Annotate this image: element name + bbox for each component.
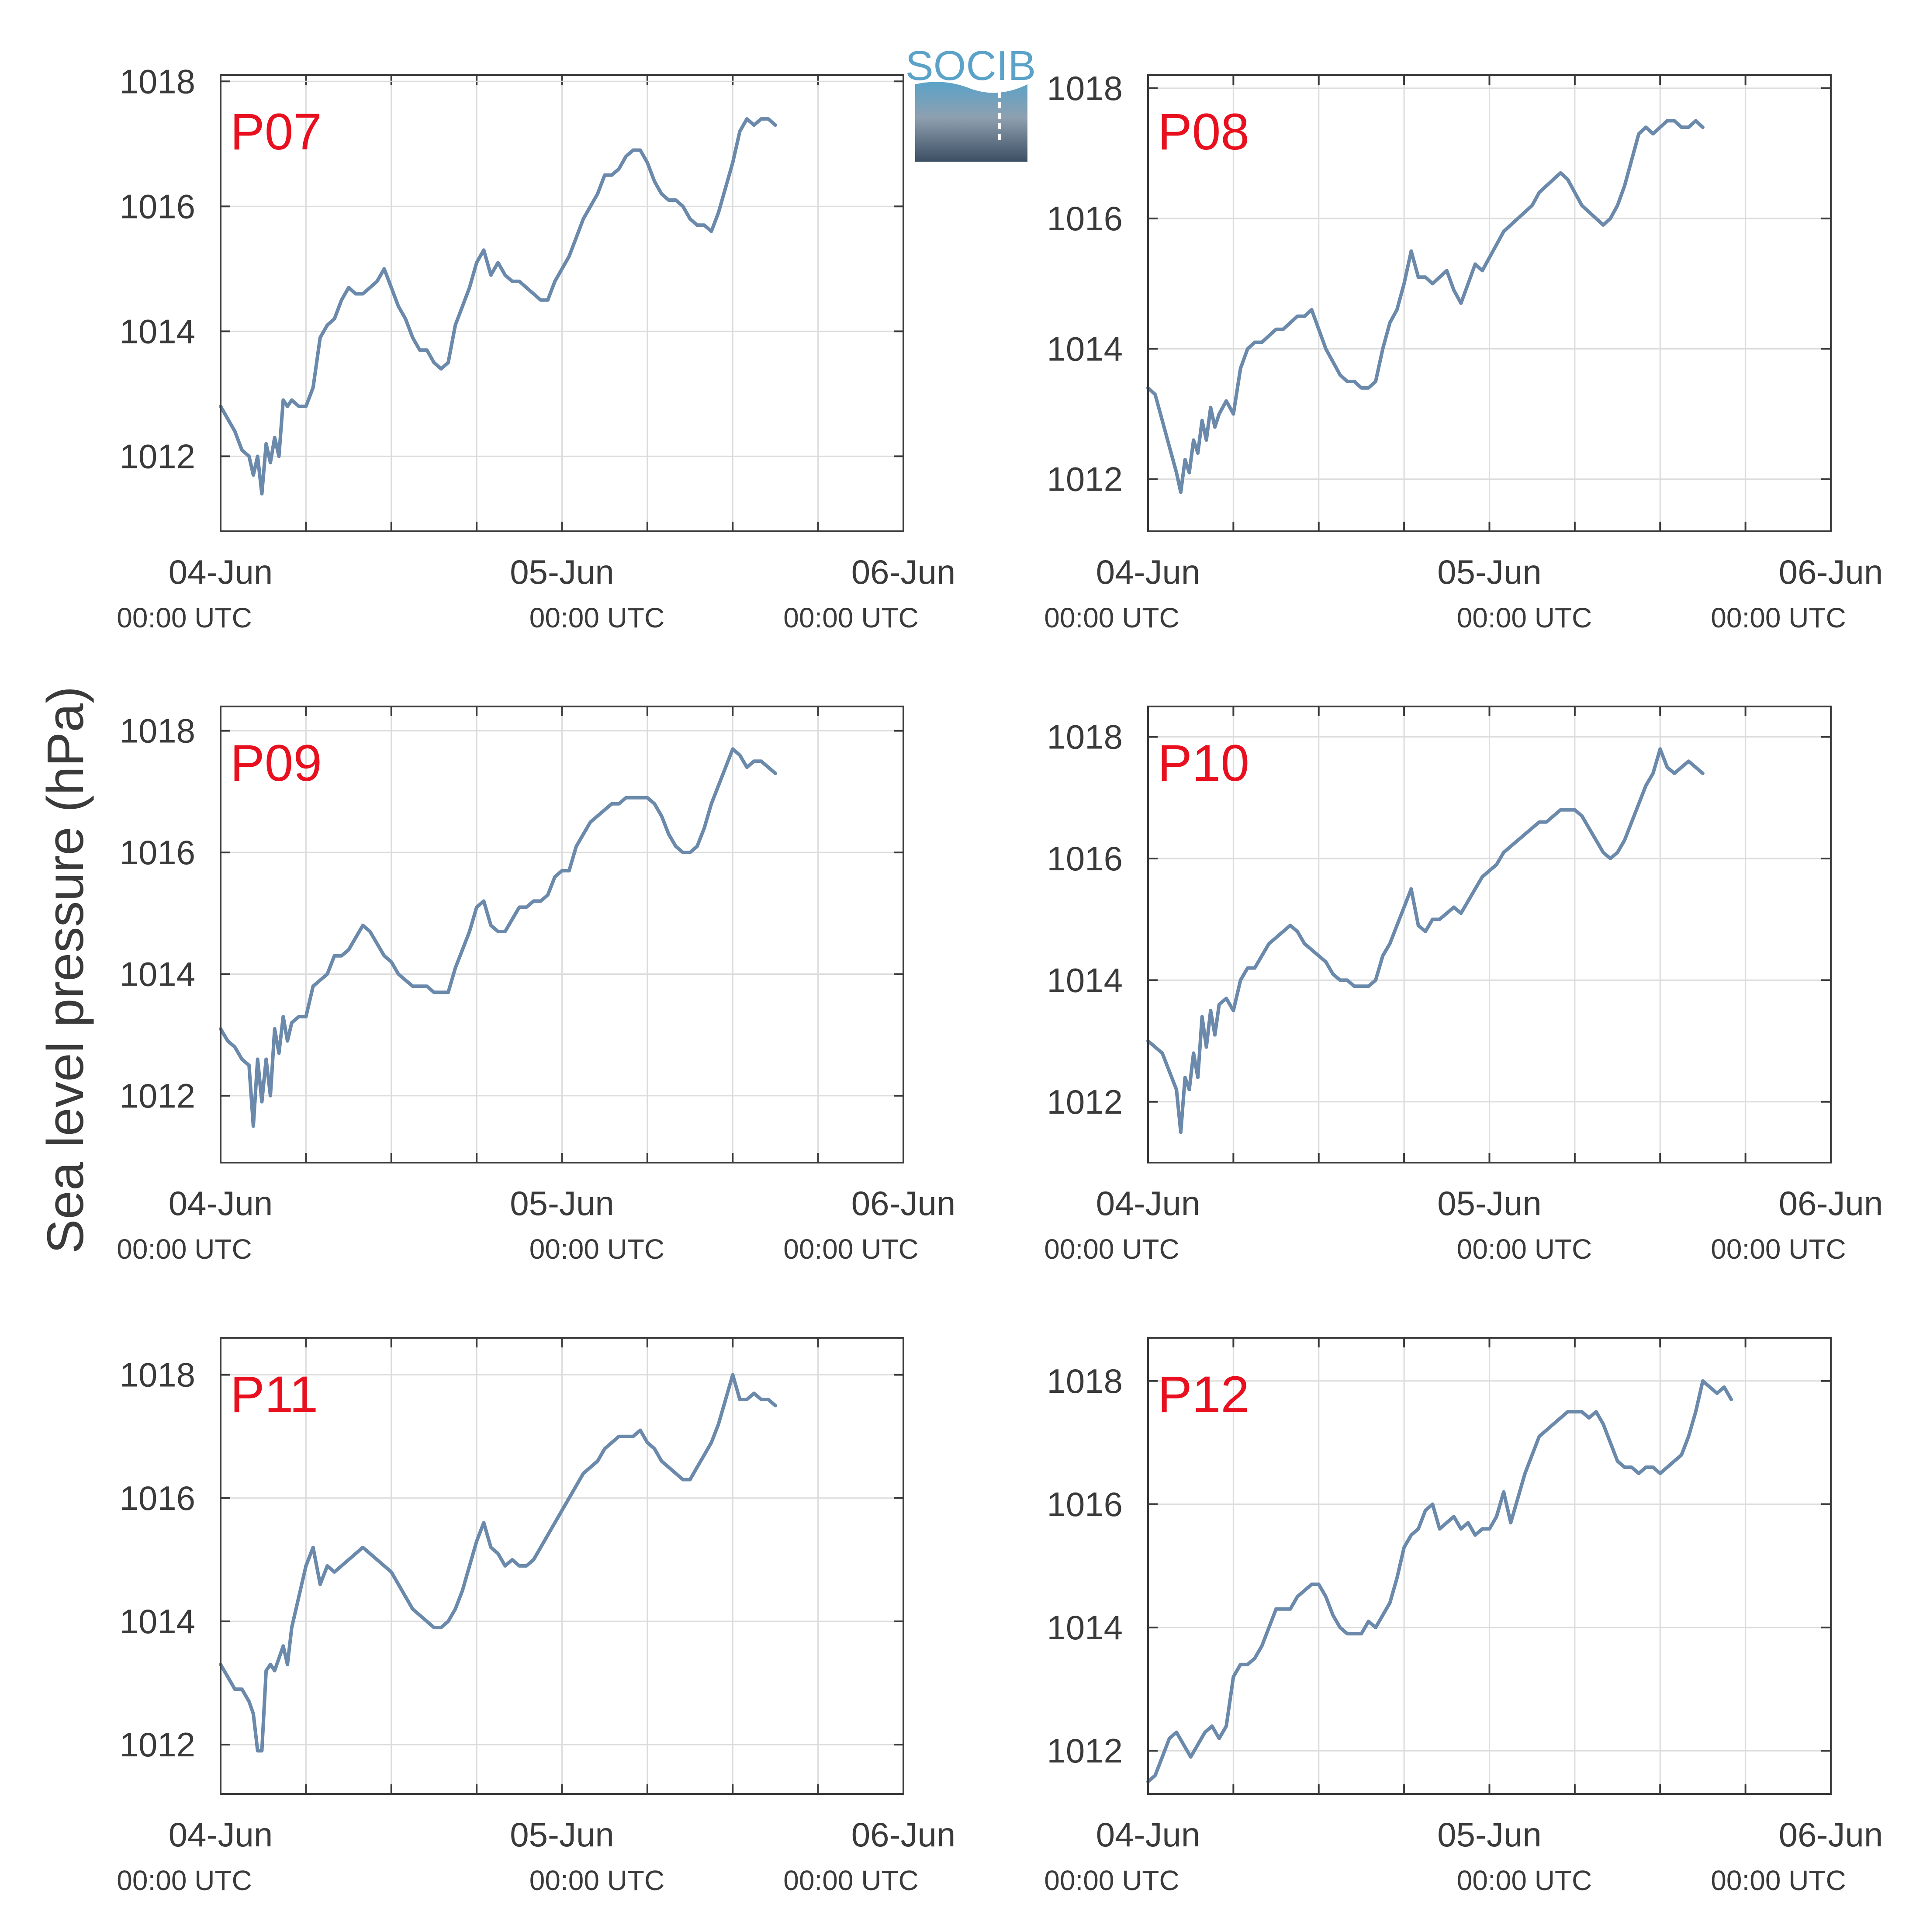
x-tick-label: 04-Jun <box>1096 553 1200 591</box>
pressure-series-line <box>1146 747 1705 1134</box>
x-tick-label: 04-Jun <box>1096 1184 1200 1222</box>
axes-frame <box>220 706 904 1163</box>
pressure-series-line <box>219 1373 777 1753</box>
axes-frame <box>1147 1337 1832 1795</box>
y-tick-label: 1018 <box>119 1356 195 1394</box>
y-tick-label: 1018 <box>119 62 195 100</box>
pressure-series-line <box>1146 1379 1733 1783</box>
y-tick-label: 1018 <box>1047 1362 1123 1400</box>
x-tick-label: 05-Jun <box>1437 1184 1542 1222</box>
x-tick-sublabel: 00:00 UTC <box>529 1865 664 1896</box>
y-tick-label: 1014 <box>1047 1608 1123 1647</box>
axes-frame <box>1147 74 1832 532</box>
x-tick-label: 06-Jun <box>851 1815 956 1854</box>
x-tick-sublabel: 00:00 UTC <box>1457 602 1592 634</box>
x-tick-sublabel: 00:00 UTC <box>783 1233 918 1265</box>
y-tick-label: 1012 <box>119 1725 195 1764</box>
panel-title: P10 <box>1158 734 1249 792</box>
x-tick-label: 05-Jun <box>1437 553 1542 591</box>
x-tick-sublabel: 00:00 UTC <box>1044 602 1179 634</box>
x-tick-sublabel: 00:00 UTC <box>529 1233 664 1265</box>
y-tick-label: 1012 <box>1047 1083 1123 1121</box>
x-tick-sublabel: 00:00 UTC <box>117 1233 252 1265</box>
logo-wave <box>915 82 1027 162</box>
x-tick-sublabel: 00:00 UTC <box>117 602 252 634</box>
x-tick-label: 05-Jun <box>510 1184 614 1222</box>
x-tick-label: 06-Jun <box>1779 553 1883 591</box>
logo-text: SOCIB <box>906 42 1036 89</box>
panel-p08: 1012 1014 1016 1018 04-Jun 00:00 UTC 05-Jun 00:… <box>1044 69 1883 634</box>
y-tick-label: 1012 <box>119 437 195 475</box>
x-tick-sublabel: 00:00 UTC <box>1457 1233 1592 1265</box>
y-tick-label: 1012 <box>1047 1731 1123 1770</box>
y-tick-label: 1014 <box>119 1602 195 1641</box>
x-tick-sublabel: 00:00 UTC <box>1044 1865 1179 1896</box>
panel-title: P07 <box>230 103 322 161</box>
panel-p11: 1012 1014 1016 1018 04-Jun 00:00 UTC 05-Jun 00:… <box>117 1337 956 1896</box>
y-tick-label: 1018 <box>1047 69 1123 107</box>
y-tick-label: 1012 <box>119 1077 195 1115</box>
x-tick-label: 05-Jun <box>1437 1815 1542 1854</box>
x-tick-sublabel: 00:00 UTC <box>1711 1865 1846 1896</box>
axes-frame <box>1147 706 1832 1163</box>
x-tick-sublabel: 00:00 UTC <box>1711 1233 1846 1265</box>
x-tick-label: 04-Jun <box>169 553 273 591</box>
x-tick-label: 05-Jun <box>510 553 614 591</box>
panel-title: P11 <box>230 1366 318 1423</box>
x-tick-label: 06-Jun <box>1779 1815 1883 1854</box>
y-tick-label: 1014 <box>119 312 195 350</box>
panel-title: P09 <box>230 734 322 792</box>
y-axis-label: Sea level pressure (hPa) <box>37 686 94 1254</box>
y-tick-label: 1018 <box>119 712 195 750</box>
y-tick-label: 1016 <box>119 833 195 872</box>
axes-frame <box>220 74 904 532</box>
socib-logo: SOCIB <box>906 42 1036 162</box>
panel-title: P12 <box>1158 1366 1249 1423</box>
x-tick-sublabel: 00:00 UTC <box>783 1865 918 1896</box>
y-tick-label: 1016 <box>1047 839 1123 878</box>
x-tick-label: 04-Jun <box>169 1184 273 1222</box>
pressure-series-line <box>219 117 777 496</box>
panel-p07: 1012 1014 1016 1018 04-Jun 00:00 UTC 05-Jun 00:… <box>117 62 955 634</box>
y-tick-label: 1012 <box>1047 460 1123 499</box>
panel-p10: 1012 1014 1016 1018 04-Jun 00:00 UTC 05-Jun 00:… <box>1044 706 1883 1265</box>
y-tick-label: 1014 <box>119 955 195 993</box>
panel-title: P08 <box>1158 103 1249 161</box>
x-tick-sublabel: 00:00 UTC <box>783 602 918 634</box>
y-tick-label: 1014 <box>1047 961 1123 999</box>
x-tick-label: 05-Jun <box>510 1815 614 1854</box>
panel-p12: 1012 1014 1016 1018 04-Jun 00:00 UTC 05-Jun 00:… <box>1044 1337 1883 1896</box>
x-tick-sublabel: 00:00 UTC <box>117 1865 252 1896</box>
y-tick-label: 1016 <box>1047 1485 1123 1523</box>
y-tick-label: 1014 <box>1047 329 1123 368</box>
pressure-series-line <box>1146 119 1705 494</box>
axes-frame <box>220 1337 904 1795</box>
x-tick-label: 06-Jun <box>851 1184 956 1222</box>
x-tick-label: 06-Jun <box>1779 1184 1883 1222</box>
y-tick-label: 1016 <box>119 1479 195 1517</box>
x-tick-label: 04-Jun <box>169 1815 273 1854</box>
x-tick-label: 06-Jun <box>851 553 956 591</box>
x-tick-sublabel: 00:00 UTC <box>1457 1865 1592 1896</box>
y-tick-label: 1018 <box>1047 718 1123 756</box>
panel-p09: 1012 1014 1016 1018 04-Jun 00:00 UTC 05-Jun 00:… <box>117 706 955 1265</box>
pressure-series-line <box>219 747 777 1128</box>
x-tick-sublabel: 00:00 UTC <box>1711 602 1846 634</box>
y-tick-label: 1016 <box>1047 199 1123 238</box>
x-tick-sublabel: 00:00 UTC <box>529 602 664 634</box>
x-tick-sublabel: 00:00 UTC <box>1044 1233 1179 1265</box>
x-tick-label: 04-Jun <box>1096 1815 1200 1854</box>
y-tick-label: 1016 <box>119 187 195 225</box>
